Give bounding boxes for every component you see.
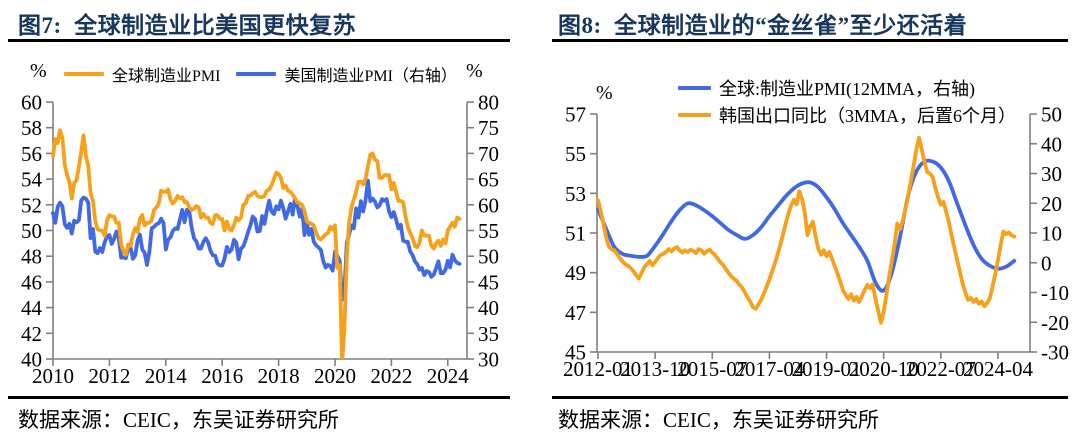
y-right-tick-label: 30	[1041, 162, 1062, 186]
axis-labels: 57 55 53 51 49 47 45 50 40 30 20 10 0 -10 -20 -30 2012-0…	[563, 103, 1069, 382]
y-right-tick-label: -20	[1041, 311, 1069, 335]
y-right-tick-label: 35	[478, 322, 499, 346]
chart2-legend-row-1: 全球:制造业PMI(12MMA，右轴)	[678, 74, 1016, 101]
y-left-tick-label: 48	[21, 245, 42, 269]
series-line-1	[596, 135, 1017, 325]
x-tick-label: 2024	[427, 364, 470, 388]
y-right-tick-label: 80	[478, 91, 499, 115]
series-line-1	[51, 178, 462, 302]
chart1-series2-label: 美国制造业PMI（右轴）	[284, 68, 457, 85]
chart2-series2-label: 韩国出口同比（3MMA，后置6个月）	[719, 105, 1017, 126]
x-tick-label: 2016	[201, 364, 243, 388]
chart2-legend-row-2: 韩国出口同比（3MMA，后置6个月）	[678, 101, 1016, 128]
chart1-title-divider	[8, 39, 510, 42]
x-tick-label: 2012	[88, 364, 130, 388]
y-left-tick-label: 44	[21, 296, 43, 320]
y-left-tick-label: 54	[21, 168, 43, 192]
y-right-tick-label: 50	[478, 245, 499, 269]
chart1-series1-swatch	[64, 72, 104, 76]
y-right-tick-label: 40	[1041, 132, 1062, 156]
y-left-tick-label: 60	[21, 91, 42, 115]
chart1-title: 图7: 全球制造业比美国更快复苏	[18, 13, 357, 38]
axes	[590, 113, 1037, 359]
y-left-tick-label: 53	[565, 182, 586, 206]
y-left-tick-label: 47	[565, 301, 586, 325]
chart2-left-axis-unit: %	[596, 82, 613, 104]
x-tick-label: 2020	[314, 364, 356, 388]
series-line-0	[596, 158, 1017, 293]
x-tick-label: 2020-10	[849, 357, 919, 381]
chart2-title: 图8: 全球制造业的“金丝雀”至少还活着	[558, 13, 968, 38]
y-left-tick-label: 51	[565, 222, 586, 246]
y-right-tick-label: 60	[478, 193, 499, 217]
y-right-tick-label: -30	[1041, 341, 1069, 365]
y-right-tick-label: 45	[478, 270, 499, 294]
x-tick-label: 2022	[370, 364, 412, 388]
y-left-tick-label: 42	[21, 322, 42, 346]
chart1-plot: 6058565452504846444240807570656055504540…	[21, 91, 499, 389]
y-left-tick-label: 58	[21, 116, 42, 140]
y-left-tick-label: 56	[21, 142, 42, 166]
chart1-series1-label: 全球制造业PMI	[112, 68, 221, 85]
chart2-series1-swatch	[678, 85, 711, 90]
chart2-source: 数据来源：CEIC，东吴证券研究所	[558, 408, 879, 432]
chart2-series1-label: 全球:制造业PMI(12MMA，右轴)	[719, 78, 976, 99]
chart2-series2-swatch	[678, 112, 711, 117]
y-right-tick-label: 70	[478, 142, 499, 166]
chart1-source-divider	[8, 396, 510, 399]
x-tick-label: 2014	[145, 364, 188, 388]
series-line-0	[51, 128, 462, 359]
x-tick-label: 2015-07	[677, 357, 747, 381]
chart1-left-axis-unit: %	[30, 60, 47, 82]
y-right-tick-label: 40	[478, 296, 499, 320]
y-right-tick-label: 20	[1041, 192, 1062, 216]
chart2-title-divider	[552, 39, 1068, 42]
y-right-tick-label: 55	[478, 219, 499, 243]
y-left-tick-label: 45	[565, 341, 586, 365]
axes	[46, 101, 474, 366]
y-left-tick-label: 40	[21, 348, 42, 372]
y-right-tick-label: 10	[1041, 222, 1062, 246]
x-tick-label: 2024-04	[963, 357, 1033, 381]
x-tick-label: 2010	[32, 364, 74, 388]
y-left-tick-label: 49	[565, 261, 586, 285]
y-left-tick-label: 55	[565, 142, 586, 166]
x-tick-label: 2018	[258, 364, 300, 388]
y-left-tick-label: 50	[21, 219, 42, 243]
chart2-plot: 57 55 53 51 49 47 45 50 40 30 20 10 0 -10 -20 -30 2012-0…	[563, 103, 1069, 382]
chart1-source: 数据来源：CEIC，东吴证券研究所	[18, 408, 339, 432]
y-right-tick-label: 30	[478, 348, 499, 372]
y-right-tick-label: 65	[478, 168, 499, 192]
x-tick-label: 2019-01	[792, 357, 862, 381]
x-tick-label: 2012-01	[563, 357, 633, 381]
chart1-series2-swatch	[236, 72, 277, 76]
y-right-tick-label: -10	[1041, 281, 1069, 305]
chart1-right-axis-unit: %	[466, 60, 483, 82]
x-tick-label: 2013-10	[620, 357, 690, 381]
y-right-tick-label: 75	[478, 116, 499, 140]
chart1-legend: 全球制造业PMI 美国制造业PMI（右轴）	[64, 62, 457, 86]
panel-figure-8: 图8: 全球制造业的“金丝雀”至少还活着 % 57 55 53 51 49 47 45 50 4…	[540, 0, 1080, 433]
chart2-legend: 全球:制造业PMI(12MMA，右轴) 韩国出口同比（3MMA，后置6个月）	[678, 74, 1016, 128]
x-tick-label: 2022-07	[906, 357, 976, 381]
x-tick-label: 2017-04	[734, 357, 804, 381]
y-left-tick-label: 52	[21, 193, 42, 217]
y-left-tick-label: 46	[21, 270, 42, 294]
panel-figure-7: 图7: 全球制造业比美国更快复苏 % % 60 58 56 54 52 50 48 46 44 4…	[0, 0, 540, 433]
y-left-tick-label: 57	[565, 103, 586, 127]
chart2-source-divider	[552, 396, 1068, 399]
y-right-tick-label: 50	[1041, 103, 1062, 127]
axis-labels: 6058565452504846444240807570656055504540…	[21, 91, 499, 389]
y-right-tick-label: 0	[1041, 251, 1052, 275]
